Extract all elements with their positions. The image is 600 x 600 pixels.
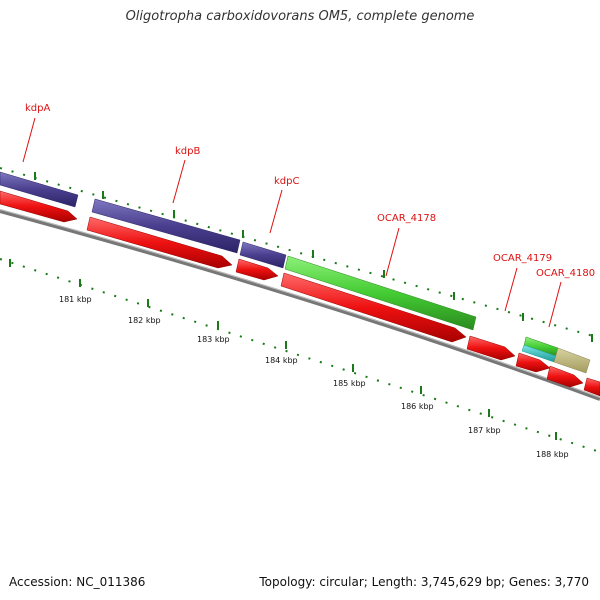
label-leader bbox=[172, 159, 186, 204]
cds-arrow[interactable] bbox=[466, 335, 516, 361]
map-title: Oligotropha carboxidovorans OM5, complet… bbox=[125, 9, 475, 24]
cds-arrow[interactable] bbox=[515, 352, 551, 373]
cds-arrow[interactable] bbox=[280, 272, 467, 343]
gene-kdpB-block[interactable] bbox=[91, 198, 241, 254]
label-leader bbox=[22, 117, 36, 163]
scale-tick-label: 185 kbp bbox=[333, 379, 366, 388]
cds-arrow[interactable] bbox=[546, 365, 584, 388]
scale-tick-label: 181 kbp bbox=[59, 295, 92, 304]
scale-track: 181 kbp 182 kbp 183 kbp 184 kbp 185 kbp … bbox=[0, 258, 600, 459]
gene-label-kdpC[interactable]: kdpC bbox=[274, 176, 299, 187]
gene-label-kdpA[interactable]: kdpA bbox=[25, 103, 50, 114]
cds-arrow[interactable] bbox=[86, 216, 233, 269]
cds-arrows bbox=[0, 190, 600, 397]
scale-tick-label: 188 kbp bbox=[536, 450, 569, 459]
cds-arrow[interactable] bbox=[0, 190, 78, 223]
scale-tick-label: 182 kbp bbox=[128, 316, 161, 325]
topology-text: Topology: circular; Length: 3,745,629 bp… bbox=[259, 575, 589, 589]
gene-label-OCAR_4180[interactable]: OCAR_4180 bbox=[536, 268, 595, 279]
gene-blocks-upper bbox=[0, 171, 591, 374]
label-leader bbox=[504, 267, 518, 312]
scale-tick-label: 186 kbp bbox=[401, 402, 434, 411]
accession-text: Accession: NC_011386 bbox=[9, 575, 146, 589]
gene-kdpA-block[interactable] bbox=[0, 171, 79, 208]
scale-tick-label: 183 kbp bbox=[197, 335, 230, 344]
gene-label-kdpB[interactable]: kdpB bbox=[175, 146, 200, 157]
gene-labels: kdpA kdpB kdpC OCAR_4178 OCAR_4179 OCAR_… bbox=[22, 103, 595, 328]
label-leader bbox=[269, 189, 283, 234]
label-leader bbox=[548, 281, 562, 328]
gene-OCAR_4180-block[interactable] bbox=[553, 347, 591, 374]
gene-label-OCAR_4178[interactable]: OCAR_4178 bbox=[377, 213, 436, 224]
outer-tick-track bbox=[0, 167, 600, 342]
gene-OCAR_4178-block[interactable] bbox=[284, 255, 477, 331]
genome-backbone bbox=[0, 209, 600, 401]
scale-tick-label: 187 kbp bbox=[468, 426, 501, 435]
cds-arrow[interactable] bbox=[235, 258, 279, 281]
gene-kdpC-block[interactable] bbox=[239, 241, 287, 269]
gene-label-OCAR_4179[interactable]: OCAR_4179 bbox=[493, 253, 552, 264]
label-leader bbox=[385, 227, 400, 277]
cds-arrow[interactable] bbox=[583, 377, 600, 397]
scale-tick-label: 184 kbp bbox=[265, 356, 298, 365]
